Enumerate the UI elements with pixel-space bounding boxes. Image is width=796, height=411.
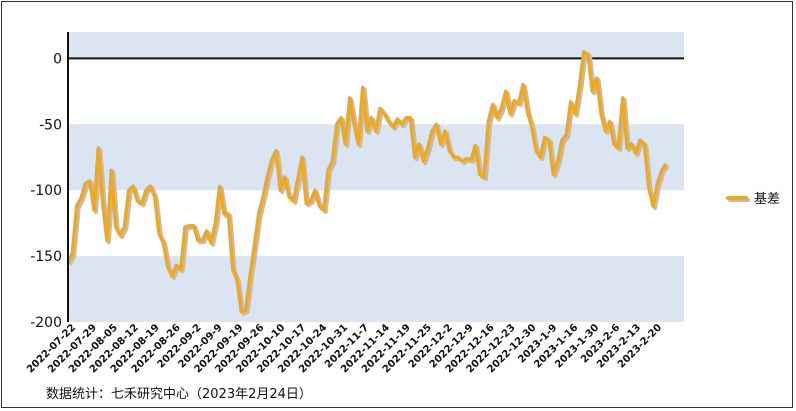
y-tick-label: 0 [53, 51, 62, 67]
legend-label: 基差 [754, 192, 781, 207]
legend-swatch [726, 195, 748, 200]
y-tick-label: -200 [30, 315, 62, 331]
y-tick-label: -150 [30, 249, 62, 265]
series-line-0 [66, 50, 668, 314]
source-note: 数据统计：七禾研究中心（2023年2月24日） [46, 387, 312, 402]
y-tick-label: -100 [30, 183, 62, 199]
x-axis: 2022-07-222022-07-292022-08-052022-08-12… [25, 322, 664, 375]
y-axis: 0 -50 -100 -150 -200 [30, 32, 69, 331]
band-0 [68, 32, 684, 59]
band-1 [68, 124, 684, 191]
series-group [66, 50, 670, 316]
band-2 [68, 256, 684, 322]
y-tick-label: -50 [39, 117, 62, 133]
legend: 基差 [726, 188, 780, 207]
